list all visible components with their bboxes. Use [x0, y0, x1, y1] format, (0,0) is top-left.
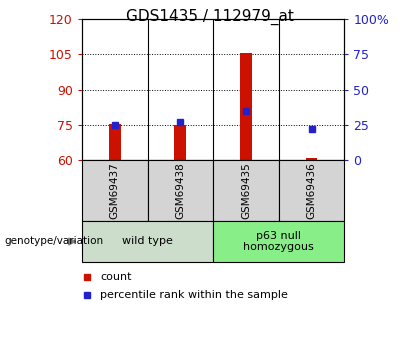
Bar	[306, 158, 318, 160]
Text: genotype/variation: genotype/variation	[4, 237, 103, 246]
Bar	[240, 53, 252, 160]
Text: wild type: wild type	[122, 237, 173, 246]
Bar	[174, 125, 186, 160]
Text: GSM69438: GSM69438	[175, 162, 185, 219]
Text: GSM69435: GSM69435	[241, 162, 251, 219]
Text: GSM69437: GSM69437	[110, 162, 120, 219]
Bar	[213, 221, 344, 262]
Text: GDS1435 / 112979_at: GDS1435 / 112979_at	[126, 9, 294, 25]
Bar	[109, 124, 121, 160]
Text: GSM69436: GSM69436	[307, 162, 317, 219]
Bar	[279, 160, 344, 221]
Text: p63 null
homozygous: p63 null homozygous	[244, 231, 314, 252]
Bar	[82, 160, 147, 221]
Bar	[82, 221, 213, 262]
Bar	[213, 160, 279, 221]
Text: percentile rank within the sample: percentile rank within the sample	[100, 290, 288, 300]
Text: count: count	[100, 272, 132, 282]
Bar	[147, 160, 213, 221]
